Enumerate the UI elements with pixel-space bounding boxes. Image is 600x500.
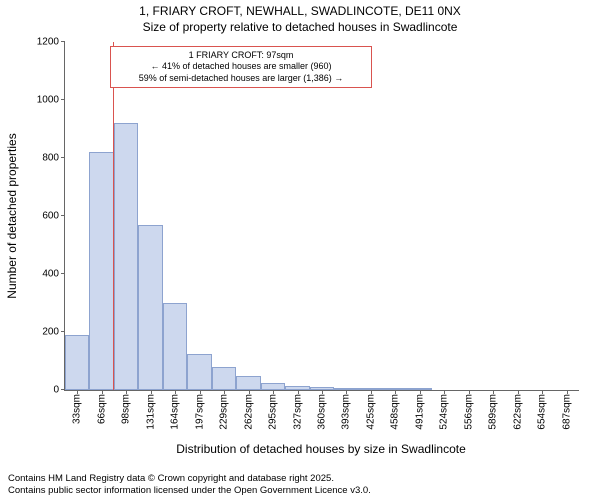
xtick-label: 197sqm: [194, 390, 205, 430]
annotation-line-1: 1 FRIARY CROFT: 97sqm: [117, 50, 365, 61]
xtick-label: 687sqm: [561, 390, 572, 430]
x-axis-label: Distribution of detached houses by size …: [176, 442, 466, 456]
marker-line: [113, 42, 114, 390]
xtick-label: 589sqm: [488, 390, 499, 430]
histogram-bar: [163, 303, 187, 390]
histogram-bar: [65, 335, 89, 390]
xtick-label: 327sqm: [292, 390, 303, 430]
footer-line-2: Contains public sector information licen…: [8, 485, 371, 497]
histogram-bar: [236, 376, 260, 391]
xtick-label: 425sqm: [365, 390, 376, 430]
ytick-label: 400: [42, 269, 65, 280]
xtick-label: 360sqm: [317, 390, 328, 430]
chart-container: 1, FRIARY CROFT, NEWHALL, SWADLINCOTE, D…: [0, 0, 600, 500]
annotation-line-2: ← 41% of detached houses are smaller (96…: [117, 61, 365, 72]
xtick-label: 33sqm: [72, 390, 83, 424]
xtick-label: 524sqm: [439, 390, 450, 430]
histogram-bar: [212, 367, 236, 390]
xtick-label: 98sqm: [121, 390, 132, 424]
histogram-bar: [138, 225, 162, 390]
histogram-bar: [261, 383, 285, 390]
xtick-label: 458sqm: [390, 390, 401, 430]
title-line-2: Size of property relative to detached ho…: [0, 20, 600, 36]
ytick-label: 0: [53, 385, 65, 396]
footer-line-1: Contains HM Land Registry data © Crown c…: [8, 473, 371, 485]
ytick-label: 200: [42, 327, 65, 338]
footer-attribution: Contains HM Land Registry data © Crown c…: [8, 473, 371, 498]
xtick-label: 262sqm: [243, 390, 254, 430]
xtick-label: 131sqm: [145, 390, 156, 430]
histogram-bar: [114, 123, 138, 390]
ytick-label: 1000: [37, 95, 65, 106]
ytick-label: 1200: [37, 37, 65, 48]
plot-area: 02004006008001000120033sqm66sqm98sqm131s…: [64, 42, 579, 391]
annotation-line-3: 59% of semi-detached houses are larger (…: [117, 73, 365, 84]
annotation-box: 1 FRIARY CROFT: 97sqm ← 41% of detached …: [110, 46, 372, 88]
xtick-label: 229sqm: [219, 390, 230, 430]
ytick-label: 800: [42, 153, 65, 164]
xtick-label: 556sqm: [463, 390, 474, 430]
ytick-label: 600: [42, 211, 65, 222]
y-axis-label: Number of detached properties: [5, 133, 19, 298]
xtick-label: 654sqm: [537, 390, 548, 430]
xtick-label: 66sqm: [96, 390, 107, 424]
xtick-label: 393sqm: [341, 390, 352, 430]
xtick-label: 164sqm: [170, 390, 181, 430]
xtick-label: 295sqm: [268, 390, 279, 430]
histogram-bar: [89, 152, 113, 390]
histogram-bar: [187, 354, 211, 390]
title-line-1: 1, FRIARY CROFT, NEWHALL, SWADLINCOTE, D…: [0, 4, 600, 20]
chart-titles: 1, FRIARY CROFT, NEWHALL, SWADLINCOTE, D…: [0, 0, 600, 35]
xtick-label: 622sqm: [512, 390, 523, 430]
xtick-label: 491sqm: [414, 390, 425, 430]
